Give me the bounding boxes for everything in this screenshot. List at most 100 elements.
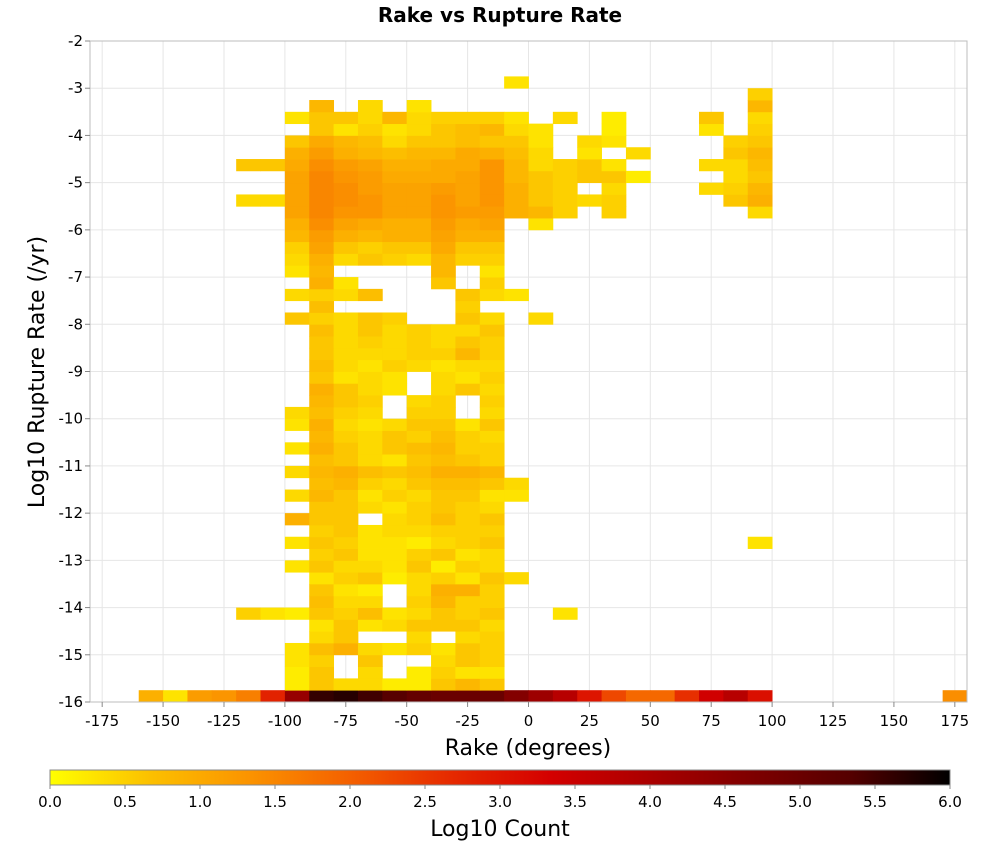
colorbar-tick-label: 3.0	[488, 793, 512, 811]
heatmap-cell	[479, 336, 505, 349]
heatmap-cell	[674, 690, 700, 703]
heatmap-cell	[260, 194, 286, 207]
y-tick-label: -13	[59, 551, 84, 569]
heatmap-cell	[479, 418, 505, 431]
heatmap-cell	[431, 572, 456, 585]
heatmap-cell	[431, 123, 456, 136]
heatmap-cell	[406, 206, 432, 219]
heatmap-cell	[357, 371, 383, 384]
heatmap-cell	[406, 619, 432, 632]
heatmap-cell	[455, 182, 481, 195]
heatmap-cell	[406, 159, 432, 172]
heatmap-cell	[284, 159, 310, 172]
heatmap-cell	[406, 501, 432, 514]
heatmap-cell	[455, 690, 481, 703]
heatmap-cell	[284, 135, 310, 148]
heatmap-cell	[260, 690, 286, 703]
heatmap-cell	[699, 123, 724, 136]
heatmap-cell	[504, 489, 529, 502]
heatmap-cell	[333, 218, 359, 231]
heatmap-cell	[357, 654, 383, 667]
heatmap-cell	[479, 430, 505, 443]
heatmap-cell	[382, 678, 408, 691]
heatmap-cell	[431, 277, 456, 290]
heatmap-cell	[357, 406, 383, 420]
heatmap-cell	[309, 477, 335, 490]
heatmap-cell	[431, 454, 456, 467]
heatmap-cell	[431, 619, 456, 632]
heatmap-cell	[309, 288, 335, 302]
y-tick-label: -3	[68, 79, 83, 97]
heatmap-cell	[455, 524, 481, 538]
colorbar-ticks: 0.0 0.5 1.0 1.5 2.0 2.5 3.0 3.5 4.0 4.5 5.0 5.5 6.0	[38, 785, 962, 811]
heatmap-cell	[479, 312, 505, 325]
heatmap-cell	[479, 395, 505, 408]
heatmap-cell	[406, 336, 432, 349]
heatmap-cell	[284, 218, 310, 231]
heatmap-cell	[455, 513, 481, 526]
heatmap-cell	[479, 654, 505, 667]
heatmap-cell	[479, 465, 505, 479]
heatmap-cell	[309, 454, 335, 467]
heatmap-cell	[479, 501, 505, 514]
x-tick-label: 100	[758, 712, 787, 730]
heatmap-cell	[747, 194, 773, 207]
heatmap-cell	[431, 170, 456, 184]
heatmap-cell	[455, 253, 481, 266]
heatmap-cell	[382, 477, 408, 490]
heatmap-cell	[382, 642, 408, 656]
heatmap-cell	[309, 170, 335, 184]
heatmap-cell	[406, 194, 432, 207]
heatmap-cell	[406, 406, 432, 420]
heatmap-cell	[333, 489, 359, 502]
heatmap-cell	[528, 123, 554, 136]
heatmap-cell	[747, 206, 773, 219]
heatmap-cell	[723, 194, 749, 207]
heatmap-cell	[382, 135, 408, 148]
heatmap-cell	[284, 654, 310, 667]
heatmap-cell	[406, 324, 432, 337]
heatmap-cell	[333, 536, 359, 549]
heatmap-cell	[309, 406, 335, 420]
heatmap-cell	[382, 454, 408, 467]
colorbar-tick-label: 6.0	[938, 793, 962, 811]
heatmap-cell	[431, 583, 456, 597]
heatmap-cell	[333, 418, 359, 431]
heatmap-cell	[309, 159, 335, 172]
heatmap-cell	[357, 465, 383, 479]
heatmap-cell	[431, 206, 456, 219]
y-tick-label: -14	[59, 599, 84, 617]
heatmap-cell	[406, 607, 432, 620]
heatmap-cell	[406, 442, 432, 455]
heatmap-cell	[357, 418, 383, 431]
heatmap-cell	[528, 159, 554, 172]
heatmap-cell	[479, 206, 505, 219]
heatmap-cell	[333, 583, 359, 597]
heatmap-cell	[431, 359, 456, 372]
heatmap-cell	[723, 135, 749, 148]
heatmap-cell	[455, 536, 481, 549]
heatmap-cell	[309, 654, 335, 667]
heatmap-cell	[479, 477, 505, 490]
heatmap-cell	[382, 159, 408, 172]
heatmap-cell	[455, 300, 481, 313]
heatmap-cell	[504, 147, 529, 160]
heatmap-cell	[479, 347, 505, 361]
heatmap-cell	[406, 454, 432, 467]
heatmap-cell	[333, 631, 359, 644]
colorbar-tick-label: 4.5	[713, 793, 737, 811]
heatmap-cell	[357, 206, 383, 219]
heatmap-cell	[357, 383, 383, 396]
heatmap-cell	[528, 194, 554, 207]
heatmap-cell	[504, 182, 529, 195]
heatmap-cell	[284, 229, 310, 243]
heatmap-cell	[431, 501, 456, 514]
heatmap-cell	[406, 395, 432, 408]
heatmap-cell	[455, 336, 481, 349]
heatmap-cell	[260, 607, 286, 620]
heatmap-cell	[528, 170, 554, 184]
heatmap-cell	[455, 619, 481, 632]
heatmap-cell	[528, 312, 554, 325]
heatmap-cell	[479, 607, 505, 620]
